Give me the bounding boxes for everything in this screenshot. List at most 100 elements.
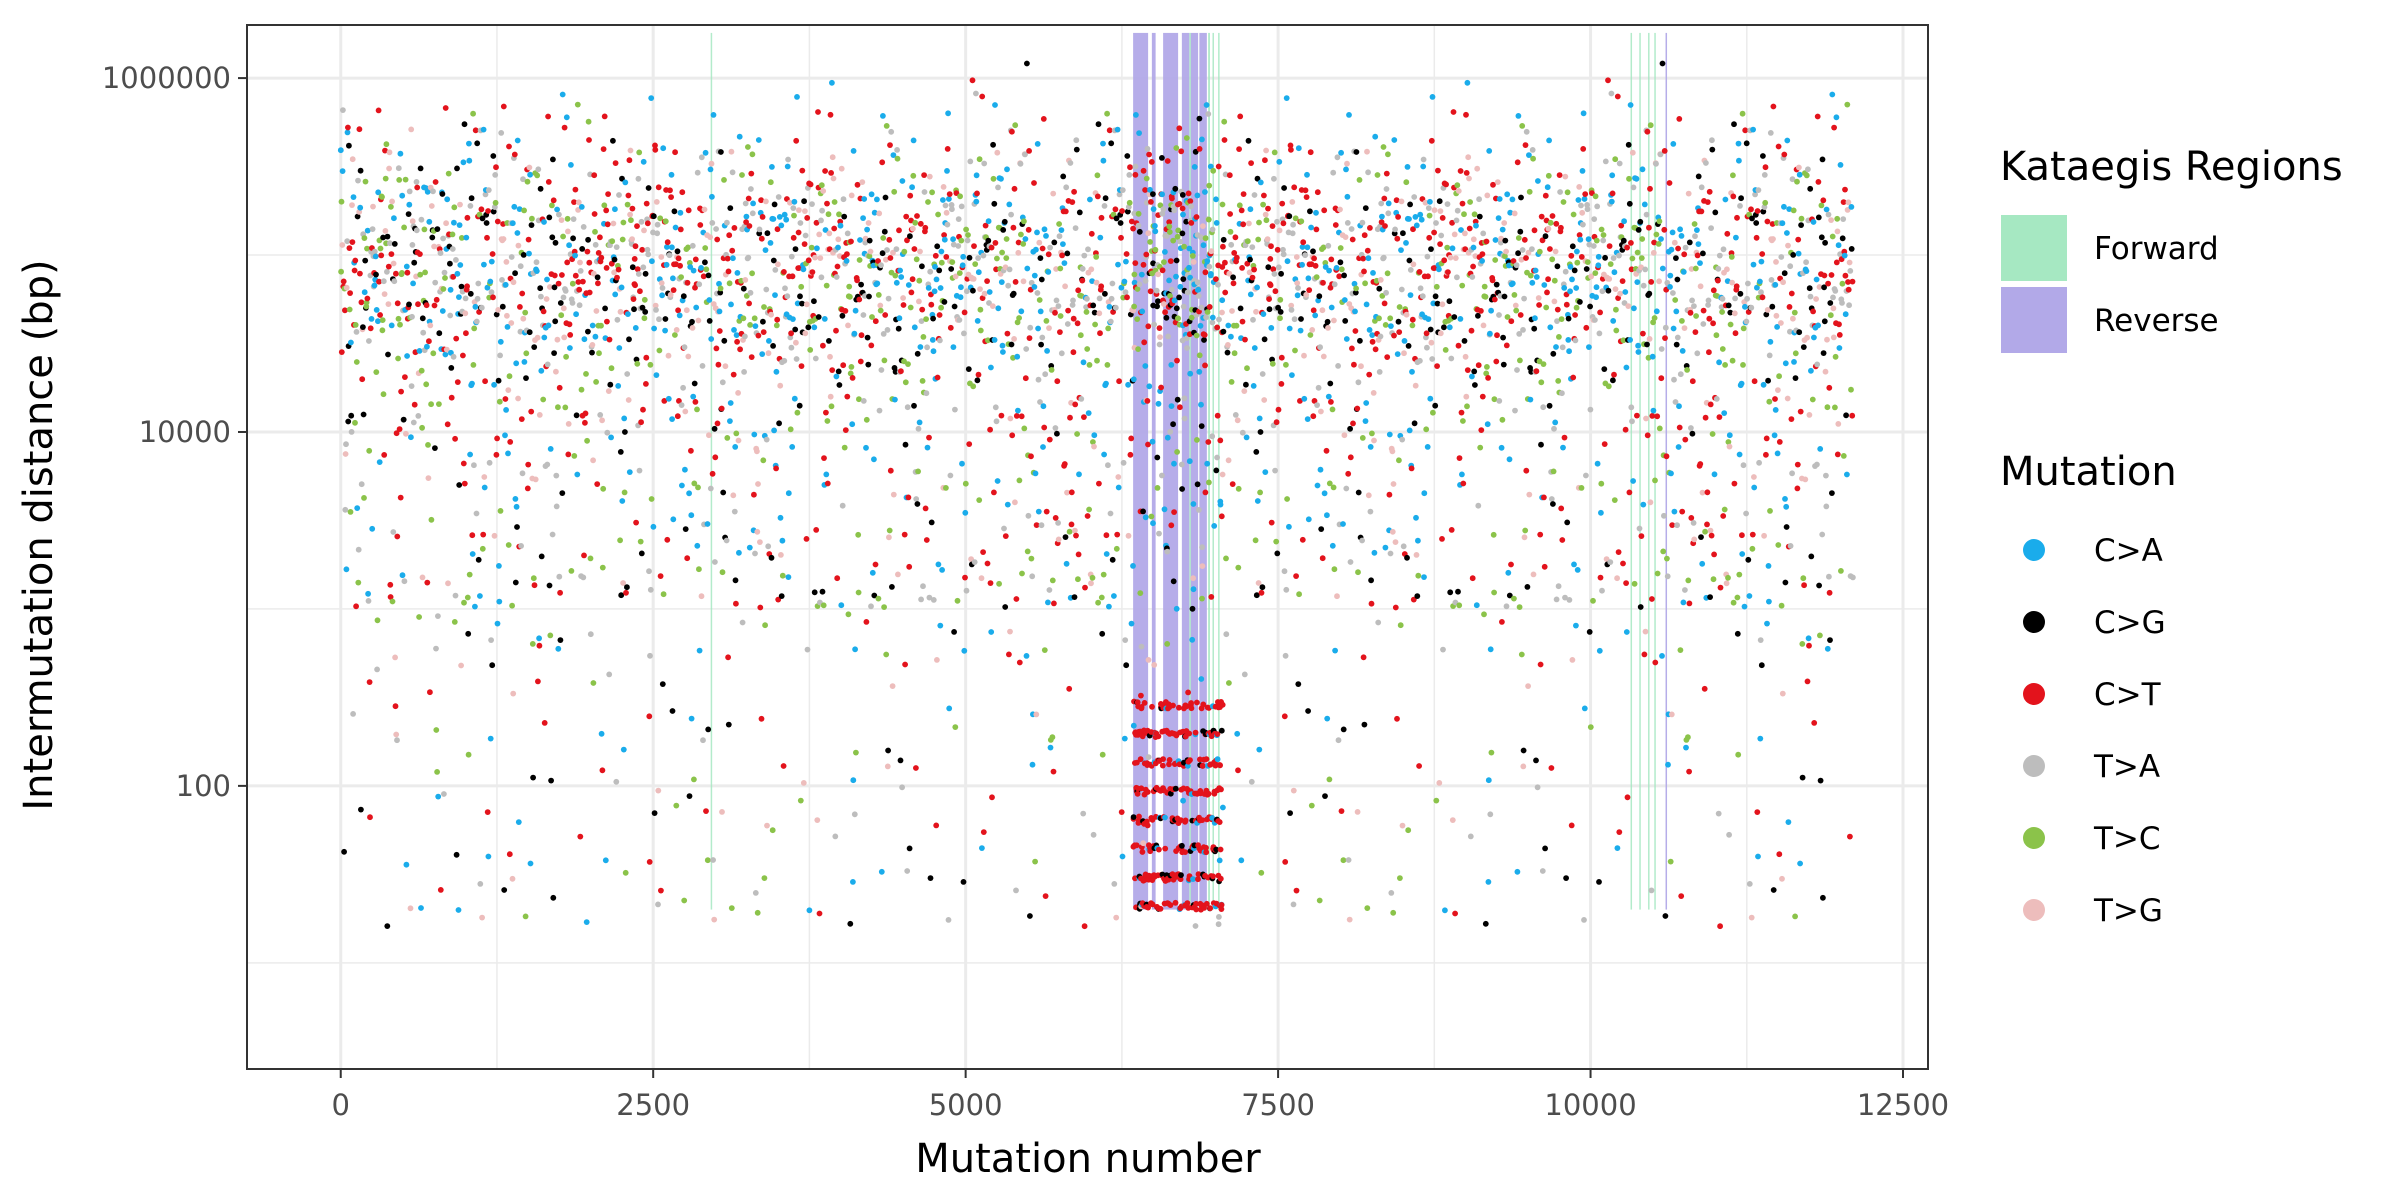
- point-ctot: [452, 435, 458, 442]
- point-ctog: [1179, 192, 1186, 198]
- point-ttog: [1629, 149, 1636, 156]
- point-ctot: [1217, 437, 1224, 444]
- point-ctoa: [481, 484, 488, 491]
- point-ctot: [677, 226, 684, 233]
- point-ctoa: [1213, 220, 1220, 226]
- point-ttog: [1436, 780, 1443, 786]
- point-ttoc: [1415, 572, 1422, 579]
- point-ttog: [1520, 763, 1527, 770]
- point-ttog: [1015, 249, 1022, 256]
- point-ctog: [1220, 328, 1227, 335]
- point-ctot: [1493, 358, 1500, 365]
- point-ctog: [1196, 115, 1203, 122]
- point-ttoa: [1251, 192, 1258, 198]
- point-ttoa: [1672, 399, 1679, 405]
- point-ctot: [1075, 287, 1082, 294]
- point-ctot: [1118, 234, 1124, 241]
- point-ctoa: [1040, 403, 1047, 410]
- point-ctot: [387, 581, 394, 588]
- point-ttoa: [699, 363, 706, 369]
- point-ttoa: [937, 337, 943, 344]
- point-ctot: [1393, 197, 1400, 204]
- point-ttog: [1512, 302, 1519, 309]
- point-ttoa: [790, 205, 797, 212]
- point-ctoa: [1004, 166, 1010, 173]
- point-ttoa: [1198, 304, 1205, 311]
- point-ctoa: [1250, 383, 1257, 389]
- point-ctog: [360, 411, 367, 418]
- point-ctoa: [1750, 261, 1757, 268]
- point-ctot: [1233, 254, 1240, 261]
- point-ttoa: [1748, 304, 1755, 311]
- point-ctoa: [1678, 233, 1685, 239]
- point-ctoa: [589, 322, 596, 329]
- point-ctot: [1187, 757, 1193, 763]
- point-ctot: [1059, 252, 1065, 259]
- point-ctoa: [937, 622, 944, 629]
- point-ctog: [537, 285, 544, 292]
- point-ttog: [508, 320, 515, 326]
- point-ttoc: [388, 203, 394, 210]
- point-ttoc: [346, 306, 353, 313]
- point-ttog: [1773, 312, 1780, 319]
- point-ctog: [1245, 137, 1252, 144]
- point-ctog: [1542, 845, 1548, 852]
- x-tick-label: 7500: [1241, 1088, 1315, 1122]
- point-ctoa: [651, 325, 657, 332]
- point-ttoa: [1241, 671, 1248, 678]
- point-ttog: [1778, 320, 1784, 326]
- point-ttog: [1303, 291, 1310, 298]
- point-ctoa: [1627, 102, 1634, 108]
- point-ctoa: [1085, 410, 1092, 416]
- point-ctog: [549, 234, 556, 241]
- point-ctot: [586, 137, 592, 143]
- point-ctoa: [916, 419, 923, 426]
- point-ctoa: [690, 393, 697, 400]
- point-ttoa: [1826, 573, 1832, 580]
- point-ctog: [1140, 508, 1146, 515]
- point-ctog: [1198, 423, 1205, 429]
- point-ctoa: [1289, 372, 1295, 378]
- point-ctoa: [1665, 761, 1671, 768]
- point-ttoa: [1713, 396, 1720, 402]
- point-ctog: [1310, 248, 1316, 255]
- point-ctot: [349, 239, 356, 246]
- point-ttoc: [1092, 321, 1098, 328]
- point-ctot: [1394, 235, 1401, 242]
- point-ctot: [1203, 900, 1210, 907]
- point-ctot: [677, 262, 683, 269]
- point-ctot: [485, 208, 491, 214]
- point-ctog: [1428, 246, 1434, 253]
- point-ctog: [1577, 299, 1583, 305]
- point-ctoa: [999, 342, 1006, 349]
- point-ctot: [1410, 226, 1416, 233]
- point-ctoa: [1173, 605, 1180, 612]
- point-ctog: [928, 519, 935, 526]
- point-ctoa: [1418, 216, 1425, 223]
- point-ttog: [763, 198, 769, 205]
- point-ttoc: [954, 597, 961, 604]
- point-ttoc: [1100, 571, 1107, 578]
- point-ttoa: [964, 237, 971, 244]
- legend-label-ttog: T>G: [2093, 893, 2163, 929]
- point-ttoa: [1419, 293, 1426, 300]
- point-ctoa: [1837, 162, 1844, 168]
- point-ttoa: [1334, 154, 1341, 161]
- point-ttoc: [1167, 293, 1173, 299]
- point-ttoa: [1642, 266, 1649, 273]
- point-ctoa: [608, 434, 614, 441]
- point-ctot: [1652, 659, 1659, 666]
- point-ttog: [1208, 248, 1215, 255]
- point-ctoa: [1324, 715, 1331, 722]
- point-ttoc: [395, 315, 402, 322]
- point-ctot: [1238, 207, 1245, 214]
- point-ctog: [531, 344, 538, 350]
- point-ctoa: [1173, 273, 1179, 280]
- point-ctog: [847, 920, 854, 927]
- point-ttoa: [964, 288, 970, 295]
- point-ttog: [1579, 209, 1586, 216]
- point-ttoc: [907, 304, 914, 311]
- point-ttoa: [961, 330, 967, 337]
- point-ctoa: [1100, 140, 1106, 147]
